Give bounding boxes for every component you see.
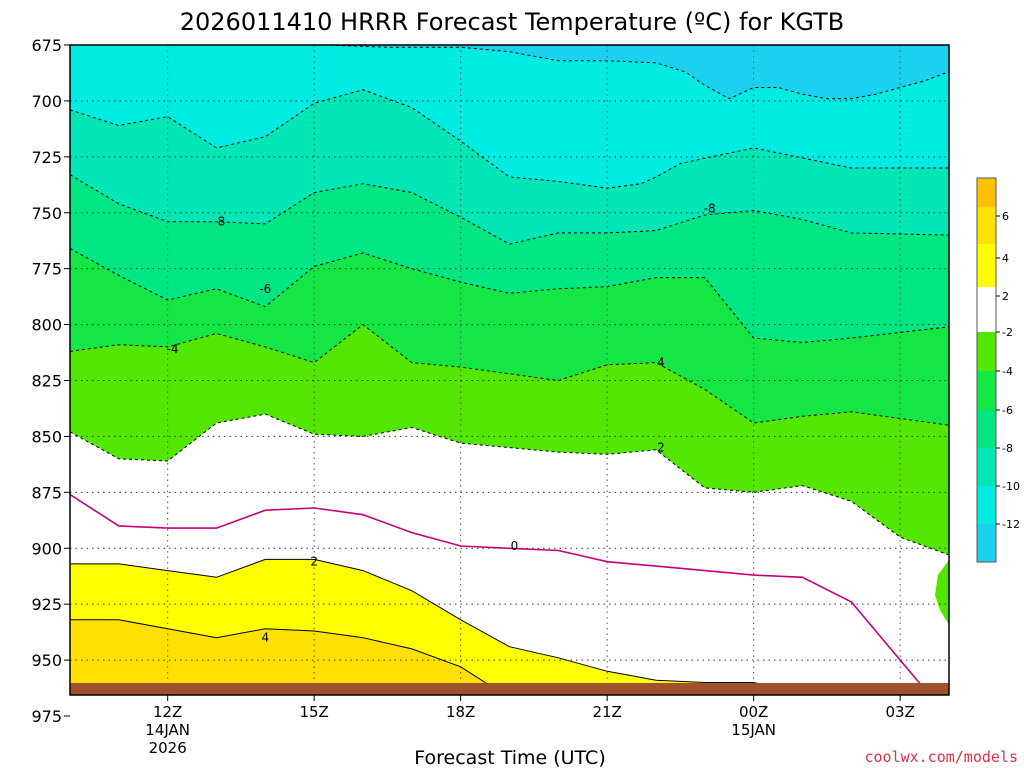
- y-tick-label-900: 900: [31, 539, 62, 558]
- y-tick-label-800: 800: [31, 316, 62, 335]
- isotherm-6: [314, 705, 446, 718]
- contour-label-1: -8: [704, 201, 716, 215]
- y-tick-label-725: 725: [31, 148, 62, 167]
- isotherm-4: [70, 619, 506, 695]
- x-tick-label-00Z: 00Z: [739, 703, 768, 721]
- colorbar-label-0: 6: [1002, 210, 1009, 223]
- y-tick-label-700: 700: [31, 92, 62, 111]
- colorbar-segment-minus-6-minus-4: [977, 371, 996, 410]
- contour-label-3: -4: [167, 342, 179, 356]
- colorbar-segment-minus-10-minus-8: [977, 448, 996, 486]
- contour-label-6: 0: [511, 539, 519, 553]
- contour-labels: 8 -8 -6 -4 4 2 0 2 4: [167, 201, 716, 644]
- temperature-fill-bands: [70, 45, 949, 718]
- x-tick-label-18Z: 18Z: [446, 703, 475, 721]
- colorbar-segment-minus-8-minus-6: [977, 410, 996, 448]
- colorbar-label-8: -12: [1002, 518, 1020, 531]
- x-tick-sublabel-00Z-0: 15JAN: [731, 721, 776, 739]
- colorbar-label-2: 2: [1002, 290, 1009, 303]
- x-tick-label-15Z: 15Z: [299, 703, 328, 721]
- band-green-pocket: [935, 560, 949, 625]
- colorbar: 6 4 2 -2 -4 -6 -8 -10 -12: [976, 177, 1020, 563]
- isotherm-minus-8: [70, 174, 949, 245]
- colorbar-frame: [976, 177, 997, 563]
- colorbar-segment-below-minus-12: [977, 524, 996, 562]
- isotherm-minus-2: [70, 413, 949, 556]
- y-tick-label-975: 975: [31, 707, 62, 726]
- isotherm-minus-4: [70, 323, 949, 426]
- y-tick-label-825: 825: [31, 372, 62, 391]
- credit-link[interactable]: coolwx.com/models: [864, 748, 1018, 766]
- y-tick-label-950: 950: [31, 651, 62, 670]
- y-tick-label-775: 775: [31, 260, 62, 279]
- x-tick-label-03Z: 03Z: [885, 703, 914, 721]
- colorbar-segment-minus-2-2: [977, 287, 996, 332]
- colorbar-label-6: -8: [1002, 442, 1013, 455]
- colorbar-segment-above-6: [977, 178, 996, 207]
- contour-label-8: 4: [262, 631, 270, 645]
- isotherm-minus-6: [70, 248, 949, 344]
- chart-grid: [70, 45, 949, 695]
- contour-label-5: 2: [657, 441, 665, 455]
- y-tick-label-675: 675: [31, 36, 62, 55]
- x-tick-label-12Z: 12Z: [153, 703, 182, 721]
- contour-label-4: 4: [657, 356, 665, 370]
- y-axis: 675 700 725 750 775 800 825 850 875 900 925 950 975: [31, 36, 70, 726]
- isotherm-0: [70, 493, 931, 695]
- x-tick-sublabel-12Z-1: 2026: [149, 739, 187, 757]
- x-tick-label-21Z: 21Z: [592, 703, 621, 721]
- colorbar-label-5: -6: [1002, 404, 1013, 417]
- ground-surface: [70, 683, 949, 695]
- band-above-6: [314, 695, 446, 718]
- colorbar-label-7: -10: [1002, 480, 1020, 493]
- band-4-to-6: [70, 619, 632, 695]
- isotherm-minus-12: [323, 45, 949, 100]
- y-tick-label-925: 925: [31, 595, 62, 614]
- colorbar-segment-2-4: [977, 244, 996, 287]
- isotherm-minus-10: [70, 89, 949, 189]
- contour-label-2: -6: [259, 282, 271, 296]
- y-tick-label-750: 750: [31, 204, 62, 223]
- colorbar-label-4: -4: [1002, 365, 1013, 378]
- colorbar-label-1: 4: [1002, 252, 1009, 265]
- x-tick-sublabel-12Z-0: 14JAN: [145, 721, 190, 739]
- plot-frame: [69, 44, 950, 696]
- colorbar-label-3: -2: [1002, 326, 1013, 339]
- colorbar-segment-minus-12-minus-10: [977, 486, 996, 524]
- colorbar-segment-4-6: [977, 207, 996, 244]
- colorbar-segment-minus-4-minus-2: [977, 332, 996, 371]
- x-axis-title: Forecast Time (UTC): [414, 747, 605, 768]
- contour-label-0: 8: [218, 215, 226, 229]
- chart-title: 2026011410 HRRR Forecast Temperature (ºC…: [180, 8, 845, 36]
- y-tick-label-875: 875: [31, 483, 62, 502]
- y-tick-label-850: 850: [31, 427, 62, 446]
- contour-label-7: 2: [310, 555, 318, 569]
